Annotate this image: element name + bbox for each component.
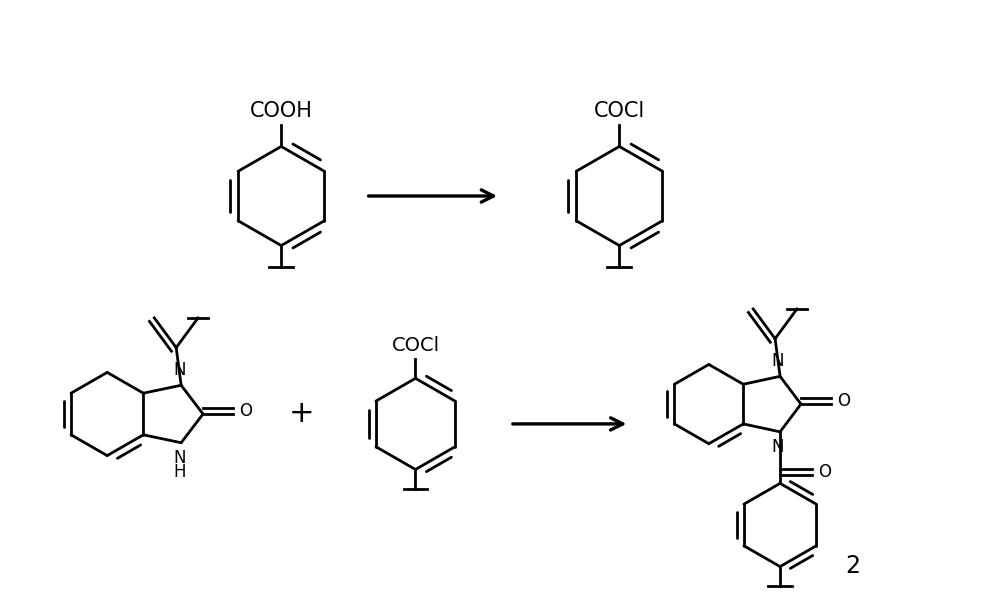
Text: O: O <box>239 402 252 420</box>
Text: H: H <box>173 462 185 481</box>
Text: COCl: COCl <box>594 101 645 121</box>
Text: N: N <box>173 361 185 379</box>
Text: N: N <box>772 353 784 370</box>
Text: N: N <box>173 449 185 467</box>
Text: O: O <box>818 464 831 481</box>
Text: 2: 2 <box>846 554 861 578</box>
Text: N: N <box>772 438 784 456</box>
Text: COCl: COCl <box>391 336 440 354</box>
Text: +: + <box>288 400 314 428</box>
Text: O: O <box>837 392 850 410</box>
Text: COOH: COOH <box>250 101 313 121</box>
